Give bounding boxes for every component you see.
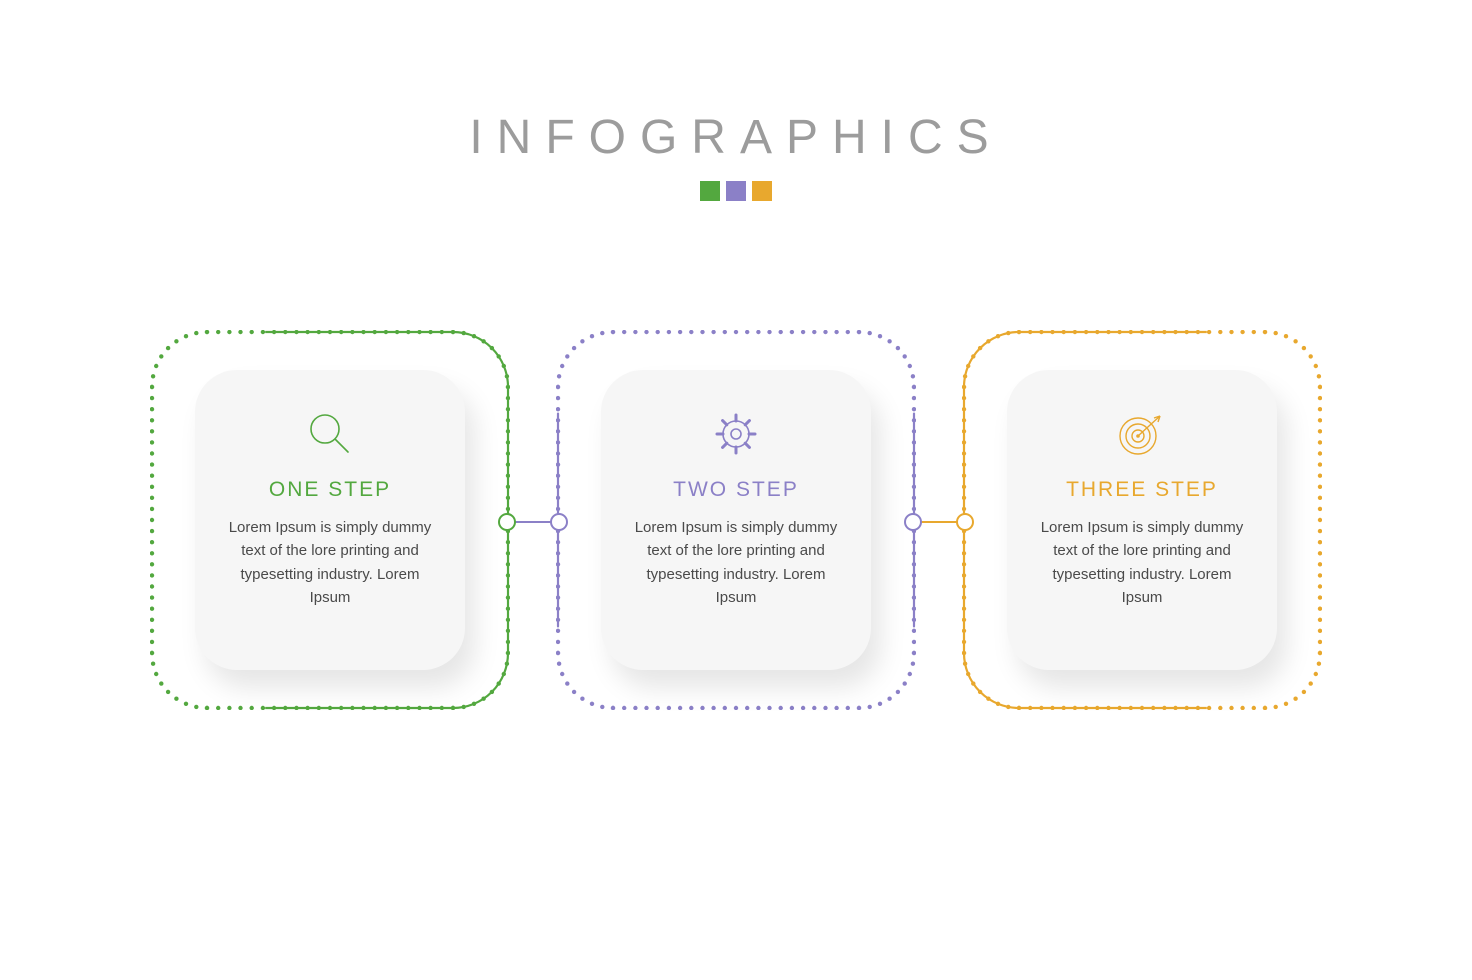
- step-body-1: Lorem Ipsum is simply dummy text of the …: [225, 516, 435, 609]
- connector-1: [498, 520, 568, 522]
- step-card-1: ONE STEP Lorem Ipsum is simply dummy tex…: [195, 370, 465, 670]
- step-body-3: Lorem Ipsum is simply dummy text of the …: [1037, 516, 1247, 609]
- color-swatches: [700, 181, 772, 201]
- step-title-1: ONE STEP: [269, 478, 391, 502]
- gear-icon: [706, 404, 766, 464]
- infographic-page: INFOGRAPHICS ONE STEP Lorem Ipsum is sim…: [0, 0, 1472, 980]
- step-1: ONE STEP Lorem Ipsum is simply dummy tex…: [150, 330, 510, 710]
- step-card-2: TWO STEP Lorem Ipsum is simply dummy tex…: [601, 370, 871, 670]
- target-icon: [1112, 404, 1172, 464]
- step-body-2: Lorem Ipsum is simply dummy text of the …: [631, 516, 841, 609]
- step-3: THREE STEP Lorem Ipsum is simply dummy t…: [962, 330, 1322, 710]
- step-title-2: TWO STEP: [673, 478, 799, 502]
- step-card-3: THREE STEP Lorem Ipsum is simply dummy t…: [1007, 370, 1277, 670]
- steps-row: ONE STEP Lorem Ipsum is simply dummy tex…: [0, 330, 1472, 770]
- page-title: INFOGRAPHICS: [469, 110, 1002, 165]
- swatch-2: [726, 181, 746, 201]
- step-title-3: THREE STEP: [1066, 478, 1218, 502]
- step-2: TWO STEP Lorem Ipsum is simply dummy tex…: [556, 330, 916, 710]
- swatch-3: [752, 181, 772, 201]
- magnifier-icon: [300, 404, 360, 464]
- connector-2: [904, 520, 974, 522]
- swatch-1: [700, 181, 720, 201]
